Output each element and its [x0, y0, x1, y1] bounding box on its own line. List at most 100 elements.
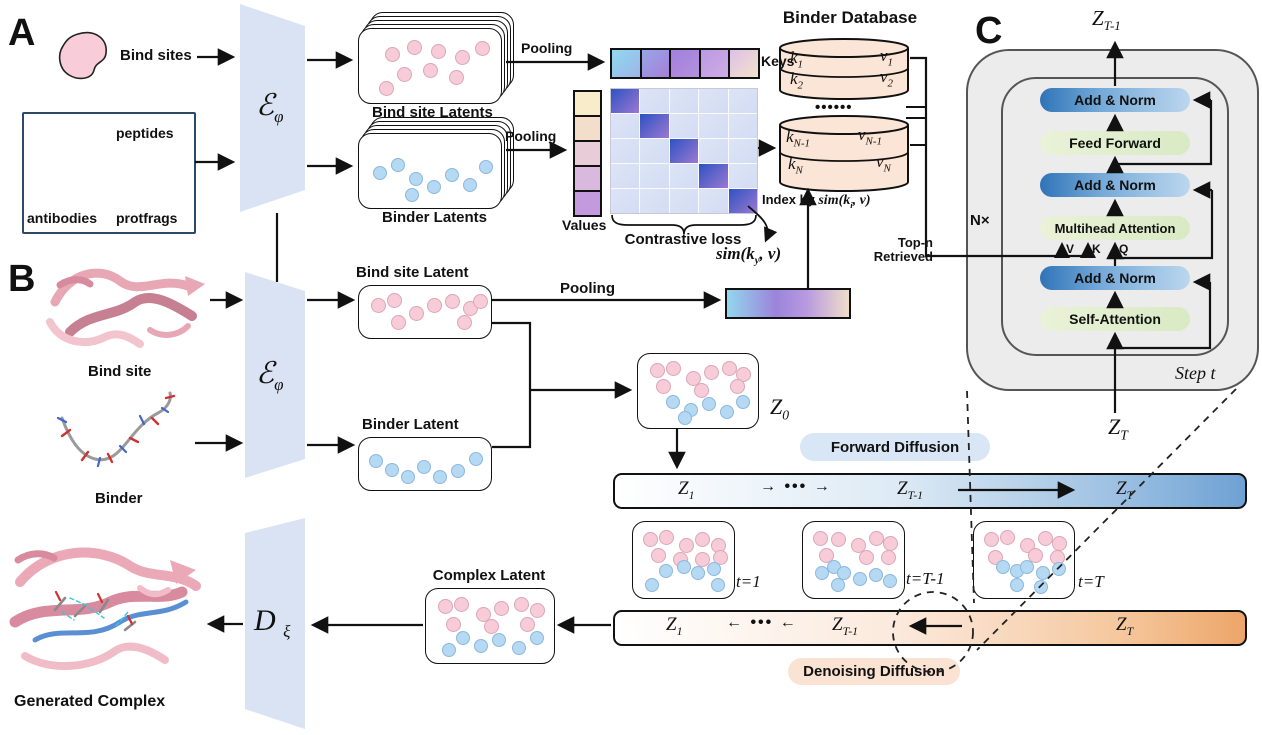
matrix-cell	[728, 89, 757, 113]
values-vector	[573, 90, 602, 217]
blue-latent-dot	[373, 166, 387, 180]
keys-cell-3	[671, 50, 701, 77]
pink-latent-dot	[679, 538, 694, 553]
pink-latent-dot	[694, 383, 709, 398]
matrix-cell	[640, 164, 669, 188]
pink-latent-dot	[449, 70, 464, 85]
db-key-n-1: kN-1	[786, 127, 811, 150]
binder-label: Binder	[95, 490, 143, 507]
pink-latent-dot	[397, 67, 412, 82]
snapshot-tT-box	[973, 521, 1075, 599]
pink-latent-dot	[1000, 530, 1015, 545]
denoising-diffusion-tag: Denoising Diffusion	[788, 658, 960, 685]
pink-latent-dot	[484, 619, 499, 634]
den-zt1: ZT-1	[832, 614, 859, 638]
blue-latent-dot	[815, 566, 829, 580]
pink-latent-dot	[445, 294, 460, 309]
keys-cell-2	[641, 50, 672, 77]
bind-sites-label: Bind sites	[120, 47, 192, 64]
blue-latent-dot	[369, 454, 383, 468]
blue-latent-dot	[691, 566, 705, 580]
blue-latent-dot	[736, 395, 750, 409]
values-cell-4	[575, 167, 600, 192]
blue-latent-dot	[645, 578, 659, 592]
forward-diffusion-bar	[613, 473, 1247, 509]
blue-latent-dot	[678, 411, 692, 425]
pink-latent-dot	[859, 550, 874, 565]
pink-latent-dot	[423, 63, 438, 78]
fwd-zt: ZT	[1116, 478, 1134, 502]
blue-latent-dot	[385, 463, 399, 477]
pink-latent-dot	[819, 548, 834, 563]
pink-latent-dot	[831, 532, 846, 547]
pink-latent-dot	[530, 603, 545, 618]
blue-latent-dot	[1052, 562, 1066, 576]
pink-latent-dot	[722, 361, 737, 376]
values-cell-3	[575, 142, 600, 167]
db-value-n-1: vN-1	[858, 125, 883, 148]
protfrags-label: protfrags	[116, 210, 178, 226]
sim-ky-v-label: sim(ky, v)	[716, 244, 782, 267]
blue-latent-dot	[530, 631, 544, 645]
snapshot-tT1-box	[802, 521, 905, 599]
values-cell-2	[575, 117, 600, 142]
blue-latent-dot	[417, 460, 431, 474]
pink-latent-dot	[473, 294, 488, 309]
contrastive-loss-label: Contrastive loss	[624, 231, 742, 248]
pink-latent-dot	[427, 298, 442, 313]
blue-latent-dot	[853, 572, 867, 586]
q-input-label: Q	[1119, 242, 1129, 256]
db-key-2: k2	[790, 69, 804, 92]
pink-latent-dot	[431, 44, 446, 59]
pink-latent-dot	[520, 617, 535, 632]
bind-site-structure-image	[46, 268, 205, 348]
matrix-cell	[640, 89, 669, 113]
matrix-cell	[640, 189, 669, 213]
pink-latent-dot	[475, 41, 490, 56]
blue-latent-dot	[831, 578, 845, 592]
pink-latent-dot	[438, 599, 453, 614]
pink-latent-dot	[454, 597, 469, 612]
encoder-a-symbol: ℰφ	[256, 89, 284, 126]
binder-database-title: Binder Database	[782, 8, 918, 27]
db-value-n: vN	[876, 152, 891, 175]
blue-latent-dot	[659, 564, 673, 578]
blue-latent-dot	[469, 452, 483, 466]
blue-latent-dot	[1034, 580, 1048, 594]
pink-latent-dot	[371, 298, 386, 313]
pink-latent-dot	[379, 81, 394, 96]
snapshot-t1-label: t=1	[736, 572, 761, 591]
fwd-zt1: ZT-1	[897, 478, 924, 502]
pink-latent-dot	[514, 597, 529, 612]
antibodies-label: antibodies	[27, 210, 98, 226]
pink-latent-dot	[695, 552, 710, 567]
snapshot-tT1-label: t=T-1	[906, 569, 945, 588]
pink-latent-dot	[409, 306, 424, 321]
pooling-label-bottom: Pooling	[505, 128, 557, 144]
pink-latent-dot	[387, 293, 402, 308]
db-ellipsis: ••••••	[815, 99, 853, 116]
blue-latent-dot	[492, 633, 506, 647]
blue-latent-dot	[456, 631, 470, 645]
pink-latent-dot	[686, 371, 701, 386]
bind-site-latent-box	[358, 285, 492, 339]
matrix-cell	[669, 114, 699, 138]
matrix-diagonal-cell	[699, 164, 728, 188]
blue-latent-dot	[474, 639, 488, 653]
blue-latent-dot	[463, 178, 477, 192]
blue-latent-dot	[666, 395, 680, 409]
db-key-n: kN	[788, 154, 803, 177]
pink-latent-dot	[659, 530, 674, 545]
pink-latent-dot	[391, 315, 406, 330]
z0-label: Z0	[770, 394, 790, 423]
matrix-cell	[611, 139, 640, 163]
blue-latent-dot	[869, 568, 883, 582]
blue-latent-dot	[451, 464, 465, 478]
fwd-dots-arrows: → ••• →	[760, 478, 832, 495]
panel-b-label: B	[8, 258, 36, 300]
panel-c-zt-label: ZT	[1108, 414, 1128, 443]
pooled-binder-vector	[725, 288, 851, 319]
matrix-cell	[699, 189, 728, 213]
denoising-diffusion-bar	[613, 610, 1247, 646]
